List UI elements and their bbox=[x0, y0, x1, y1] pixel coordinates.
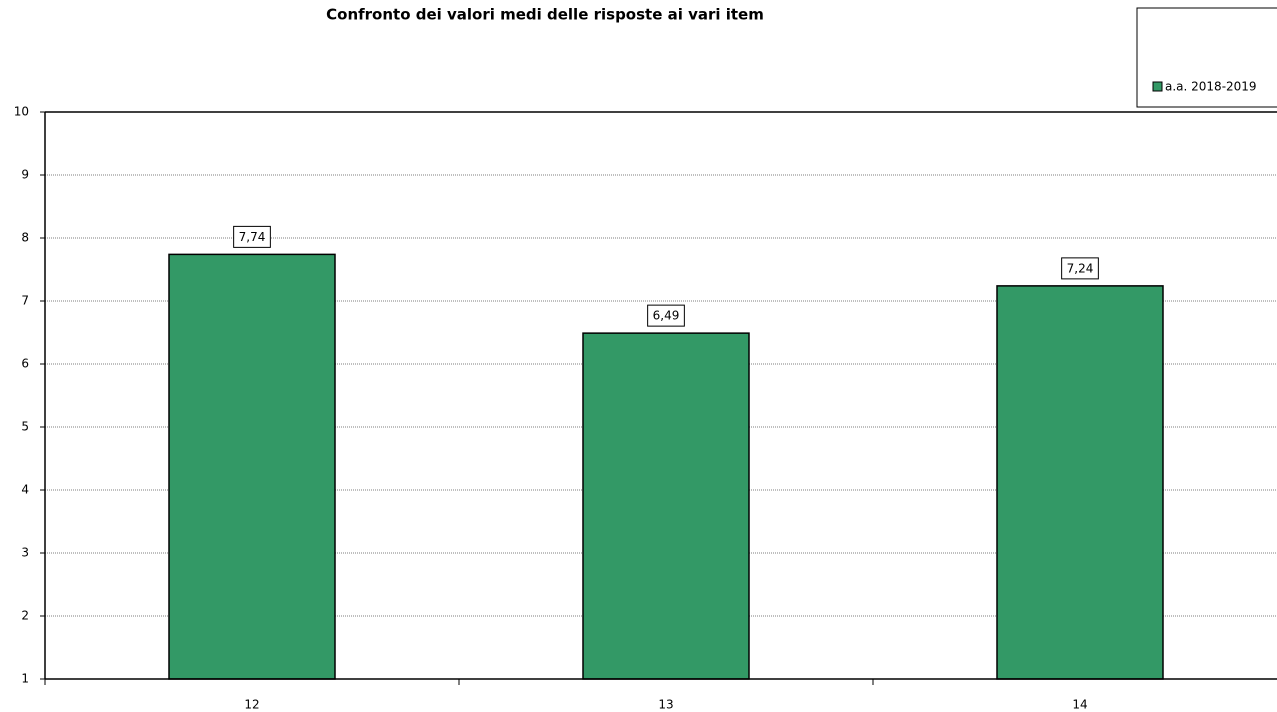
data-label: 7,24 bbox=[1067, 261, 1094, 275]
legend-swatch bbox=[1152, 81, 1163, 92]
y-tick-label: 4 bbox=[21, 483, 29, 497]
x-tick-label: 13 bbox=[658, 698, 673, 712]
y-tick-label: 7 bbox=[21, 294, 29, 308]
y-tick-label: 3 bbox=[21, 546, 29, 560]
data-label-box bbox=[1061, 257, 1099, 280]
y-tick-label: 9 bbox=[21, 168, 29, 182]
y-tick-label: 1 bbox=[21, 672, 29, 686]
bar bbox=[168, 253, 336, 680]
legend-label: a.a. 2018-2019 bbox=[1165, 80, 1257, 94]
data-label: 7,74 bbox=[239, 230, 266, 244]
y-tick-label: 10 bbox=[14, 105, 29, 119]
data-label-box bbox=[233, 225, 271, 248]
bar bbox=[996, 285, 1164, 680]
data-label-box bbox=[647, 304, 685, 327]
y-tick-label: 5 bbox=[21, 420, 29, 434]
y-tick-label: 8 bbox=[21, 231, 29, 245]
bar bbox=[582, 332, 750, 680]
y-tick-label: 2 bbox=[21, 609, 29, 623]
x-tick-label: 12 bbox=[244, 698, 259, 712]
x-tick-label: 14 bbox=[1072, 698, 1087, 712]
chart-title: Confronto dei valori medi delle risposte… bbox=[326, 6, 764, 24]
data-label: 6,49 bbox=[653, 309, 680, 323]
y-tick-label: 6 bbox=[21, 357, 29, 371]
